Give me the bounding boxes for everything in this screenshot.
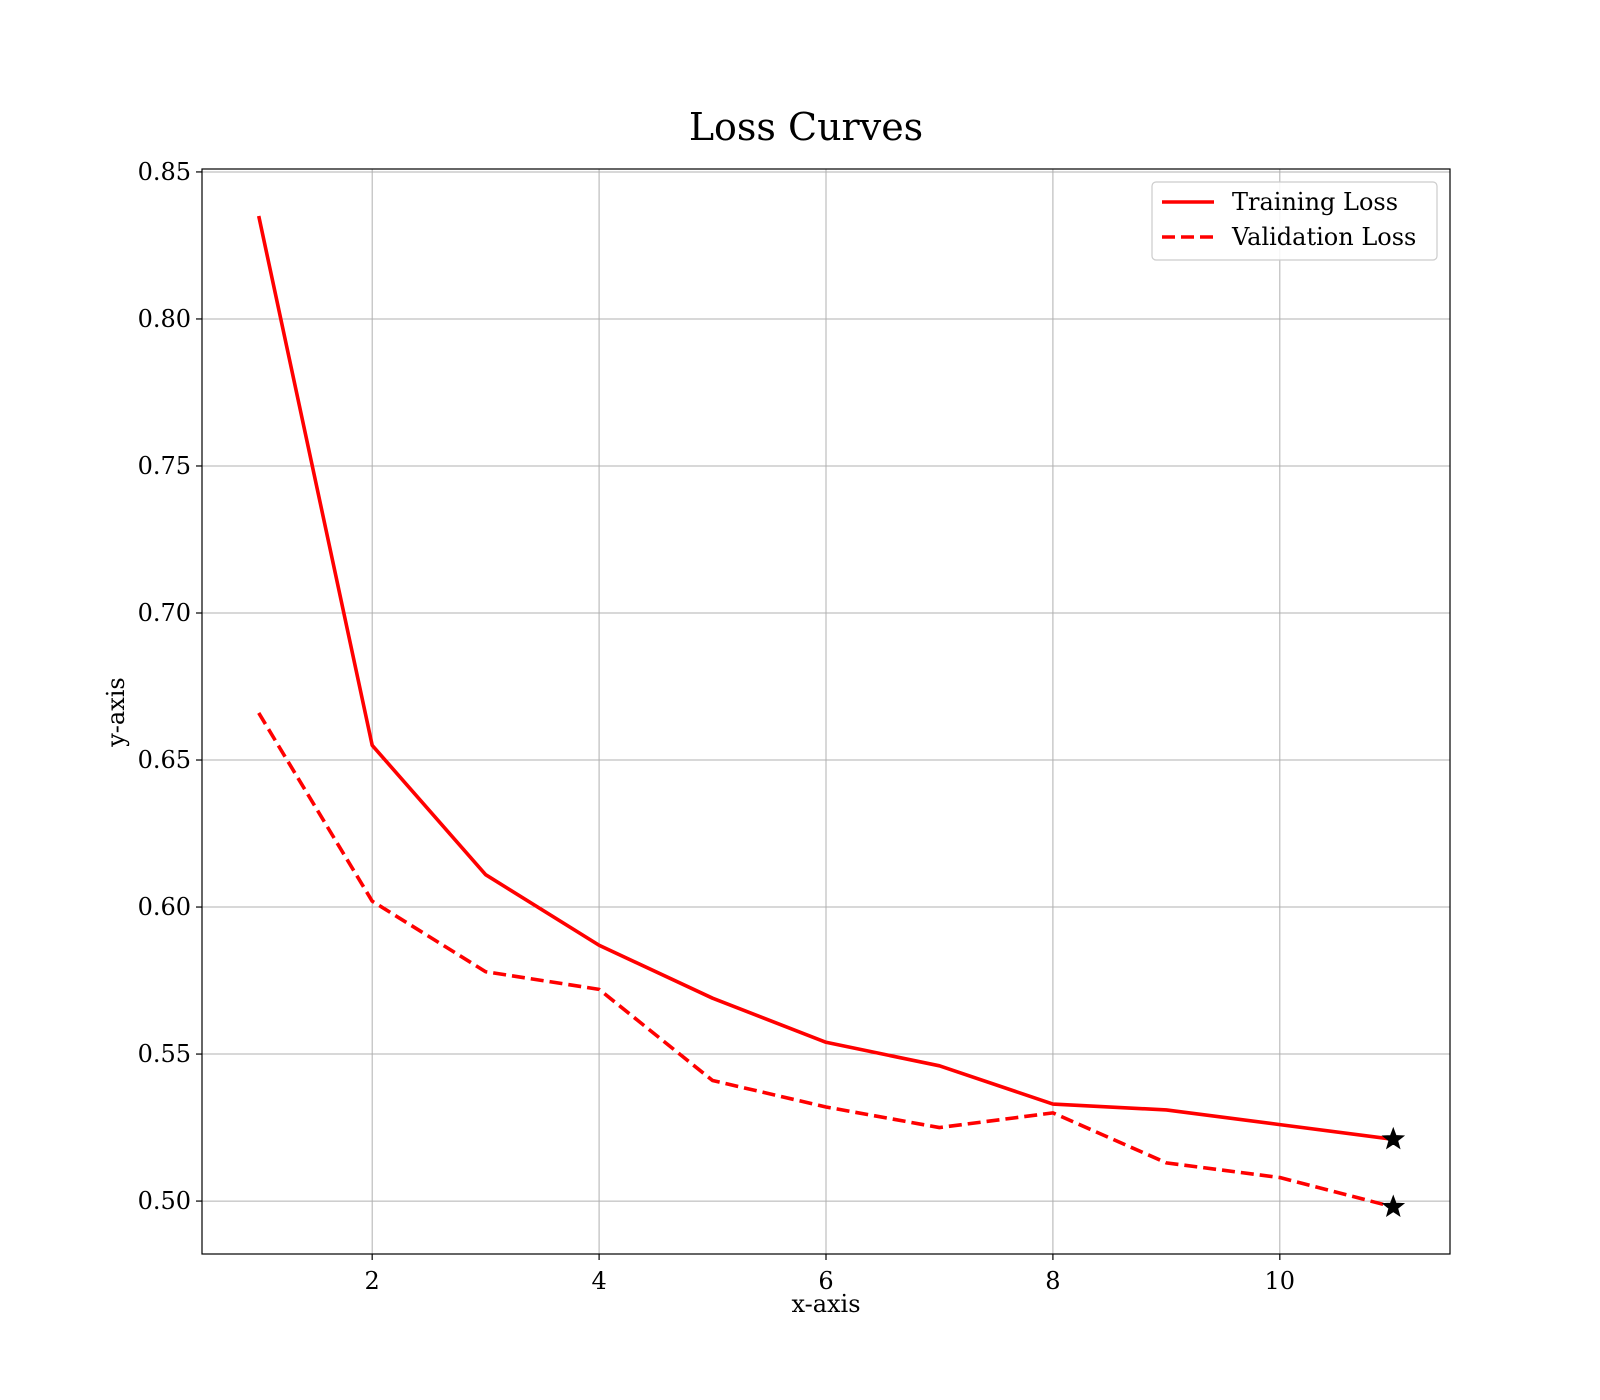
x-tick-label: 4 (591, 1267, 606, 1295)
x-tick-label: 6 (818, 1267, 833, 1295)
series-lines (256, 215, 1394, 1209)
y-axis-label: y-axis (102, 677, 130, 748)
chart-title: Loss Curves (689, 105, 923, 149)
grid (202, 169, 1450, 1254)
star-marker (1381, 1194, 1406, 1218)
y-tick-label: 0.65 (138, 746, 191, 774)
y-axis-ticks: 0.50 0.55 0.60 0.65 0.70 0.75 0.80 0.85 (138, 158, 202, 1215)
x-tick-label: 8 (1045, 1267, 1060, 1295)
x-axis-ticks: 2 4 6 8 10 (365, 1254, 1296, 1295)
training-loss-line (256, 215, 1394, 1142)
legend: Training Loss Validation Loss (1151, 181, 1438, 261)
y-tick-label: 0.60 (138, 893, 191, 921)
y-tick-label: 0.55 (138, 1040, 191, 1068)
y-tick-label: 0.85 (138, 158, 191, 186)
legend-label: Training Loss (1232, 188, 1398, 216)
y-tick-label: 0.70 (138, 599, 191, 627)
legend-box (1151, 181, 1438, 261)
x-tick-label: 2 (365, 1267, 380, 1295)
end-markers (1381, 1126, 1406, 1218)
y-tick-label: 0.75 (138, 452, 191, 480)
star-marker (1381, 1126, 1406, 1150)
x-axis-label: x-axis (791, 1290, 860, 1318)
legend-label: Validation Loss (1231, 223, 1416, 251)
validation-loss-line (257, 712, 1394, 1209)
y-tick-label: 0.80 (138, 305, 191, 333)
y-tick-label: 0.50 (138, 1187, 191, 1215)
x-tick-label: 10 (1265, 1267, 1296, 1295)
